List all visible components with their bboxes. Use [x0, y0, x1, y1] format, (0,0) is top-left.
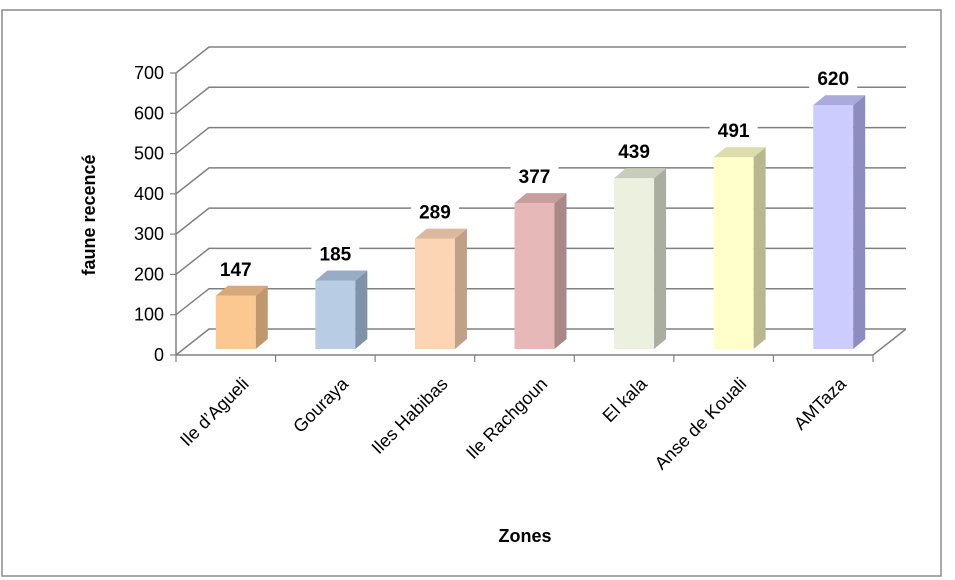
data-label-bg	[510, 164, 559, 191]
data-label-bg	[410, 199, 459, 226]
gridline	[175, 247, 906, 276]
data-label: 185	[320, 244, 352, 265]
bar	[813, 105, 854, 349]
bar-top	[713, 147, 766, 158]
gridline	[175, 287, 906, 316]
data-label-bg	[610, 139, 659, 166]
gridline	[175, 167, 906, 195]
data-label: 620	[817, 69, 849, 90]
y-tick-label: 600	[134, 103, 164, 123]
bars	[215, 95, 866, 349]
y-tick-label: 400	[134, 184, 164, 204]
y-tick-label: 300	[134, 224, 164, 244]
bar	[614, 178, 655, 349]
data-label-bg	[211, 256, 260, 283]
bar	[713, 157, 754, 349]
y-tick-label: 700	[134, 63, 164, 83]
bar-top	[215, 285, 268, 296]
gridline	[175, 126, 906, 155]
bar	[215, 295, 256, 349]
data-label: 439	[618, 142, 650, 163]
data-label-bg	[311, 241, 360, 268]
gridlines	[175, 46, 906, 356]
chart-border	[1, 9, 942, 577]
y-tick-label: 100	[134, 305, 164, 325]
bar-side	[654, 168, 667, 349]
data-label: 289	[419, 203, 451, 224]
bar-side	[355, 270, 368, 349]
bar	[414, 238, 455, 349]
y-tick-label: 0	[154, 345, 164, 365]
data-label: 491	[718, 121, 750, 142]
bar-top	[315, 270, 368, 281]
y-axis-title: faune recencé	[79, 154, 99, 275]
bar	[514, 203, 555, 349]
bar-top	[614, 168, 667, 179]
gridline	[175, 328, 906, 356]
bar-top	[813, 95, 866, 106]
data-label-bg	[709, 118, 758, 145]
bar-side	[554, 193, 567, 349]
y-tick-label: 200	[134, 264, 164, 284]
x-axis-title: Zones	[498, 526, 551, 546]
y-tick-label: 500	[134, 144, 164, 164]
data-label: 147	[220, 260, 252, 281]
bar-side	[753, 147, 766, 349]
gridline	[175, 207, 906, 235]
bar-top	[414, 228, 467, 239]
data-label: 377	[519, 167, 551, 188]
gridline	[175, 46, 906, 74]
axes	[170, 72, 907, 362]
bar-side	[255, 285, 268, 349]
gridline	[175, 86, 906, 114]
data-label-bg	[809, 66, 858, 93]
bar	[315, 280, 356, 349]
bar-top	[514, 193, 567, 204]
bar-side	[853, 95, 866, 349]
bar-side	[454, 228, 467, 349]
